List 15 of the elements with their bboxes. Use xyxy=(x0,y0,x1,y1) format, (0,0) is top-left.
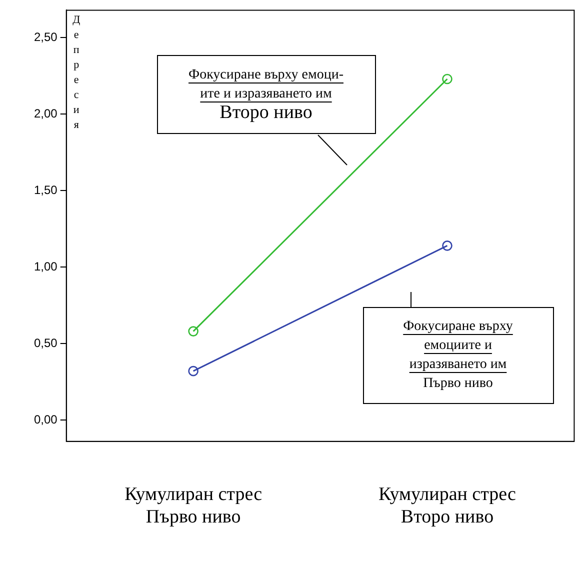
text: Фокусиране върху емоци- ите и изразяването им Второ ниво xyxy=(188,68,344,123)
y-tick-label: 0,50 xyxy=(34,336,58,350)
x-tick-label: Кумулиран стрес Първо ниво xyxy=(124,484,262,528)
x-tick-label: Кумулиран стрес Второ ниво xyxy=(378,484,516,528)
y-tick-label: 2,50 xyxy=(34,30,58,44)
point xyxy=(442,240,452,251)
point xyxy=(188,366,198,376)
y-tick-label: 2,00 xyxy=(34,106,58,120)
point xyxy=(442,74,452,84)
point xyxy=(188,326,198,336)
y-axis-title: Депресия xyxy=(72,14,81,131)
y-tick-label: 1,50 xyxy=(34,182,58,197)
y-tick-label: 1,00 xyxy=(34,259,58,274)
y-tick-label: 0,00 xyxy=(34,412,58,426)
text: Фокусиране върху емоциите и изразяването им Първо ниво xyxy=(403,319,513,392)
